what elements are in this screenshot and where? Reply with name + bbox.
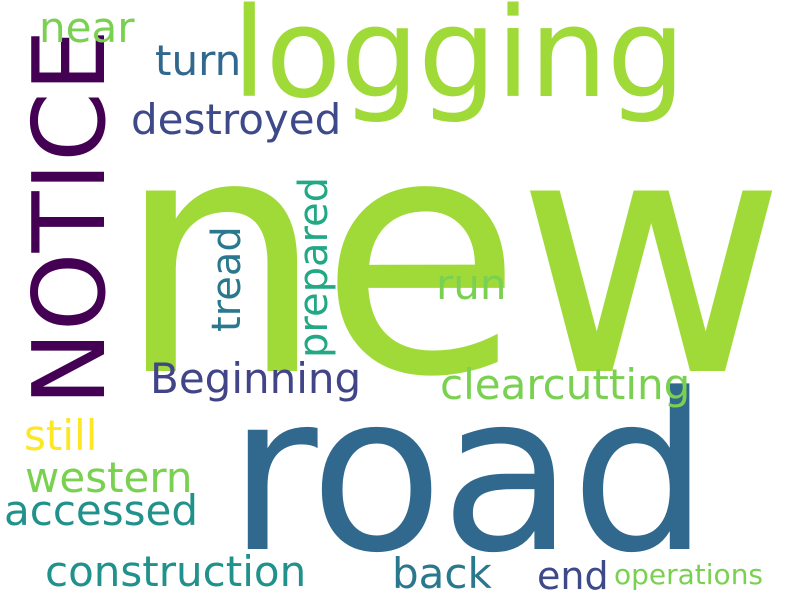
word-destroyed: destroyed [131,95,342,144]
word-logging: logging [232,0,685,126]
word-new: new [116,65,786,449]
word-clearcutting: clearcutting [440,360,691,409]
word-still: still [24,411,98,460]
word-tread: tread [204,226,250,332]
word-construction: construction [45,547,307,596]
word-back: back [392,549,492,598]
word-road: road [228,348,709,600]
word-western: western [25,453,193,502]
word-operations: operations [614,558,764,591]
word-near: near [39,3,135,52]
word-prepared: prepared [291,176,337,358]
word-accessed: accessed [4,486,199,535]
word-notice: NOTICE [11,28,128,406]
word-run: run [436,260,507,309]
word-beginning: Beginning [150,354,362,403]
word-end: end [537,554,609,598]
word-turn: turn [155,36,242,85]
